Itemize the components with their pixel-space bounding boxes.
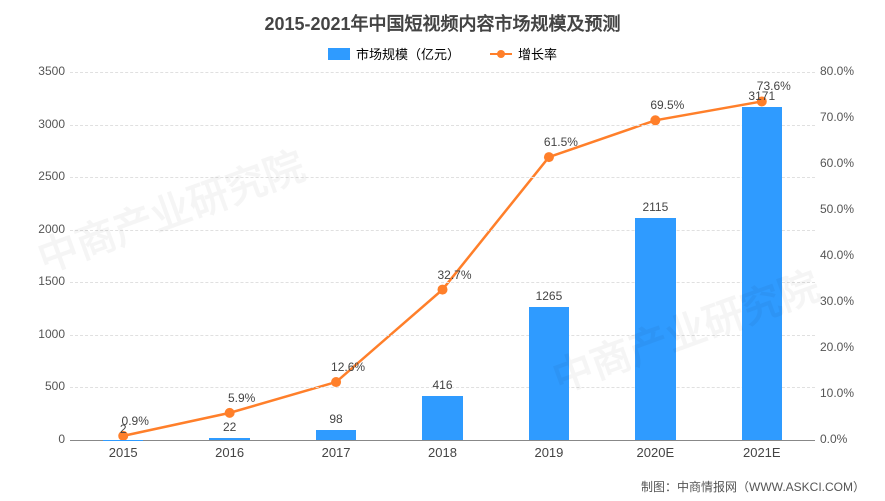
y-left-tick: 2000 [25,222,65,236]
legend: 市场规模（亿元） 增长率 [0,44,885,63]
gridline [70,230,815,231]
bar [529,307,569,440]
x-tick-label: 2017 [322,445,351,460]
bar-value-label: 98 [329,412,342,426]
line-value-label: 61.5% [544,135,578,149]
legend-bar-label: 市场规模（亿元） [356,44,460,63]
x-tick-label: 2019 [534,445,563,460]
line-value-label: 0.9% [122,414,149,428]
line-value-label: 69.5% [650,98,684,112]
line-value-label: 73.6% [757,79,791,93]
line-value-label: 5.9% [228,391,255,405]
y-right-tick: 80.0% [820,64,870,78]
y-right-tick: 10.0% [820,386,870,400]
legend-item-bar: 市场规模（亿元） [328,44,460,63]
line-value-label: 32.7% [437,268,471,282]
y-left-tick: 3000 [25,117,65,131]
y-right-tick: 50.0% [820,202,870,216]
gridline [70,72,815,73]
chart-title: 2015-2021年中国短视频内容市场规模及预测 [0,0,885,36]
bar-value-label: 1265 [536,289,563,303]
y-left-tick: 500 [25,379,65,393]
bar-value-label: 2115 [642,200,668,214]
bar [635,218,675,440]
line-marker [331,377,341,387]
y-left-tick: 0 [25,432,65,446]
y-right-tick: 0.0% [820,432,870,446]
y-right-tick: 20.0% [820,340,870,354]
y-right-tick: 70.0% [820,110,870,124]
legend-line-label: 增长率 [518,44,557,63]
bar [209,438,249,440]
y-left-tick: 2500 [25,169,65,183]
plot-area: 05001000150020002500300035000.0%10.0%20.… [70,72,815,441]
line-marker [438,285,448,295]
y-right-tick: 40.0% [820,248,870,262]
gridline [70,177,815,178]
y-left-tick: 1000 [25,327,65,341]
bar [316,430,356,440]
y-left-tick: 3500 [25,64,65,78]
y-right-tick: 30.0% [820,294,870,308]
line-marker [544,152,554,162]
bar [422,396,462,440]
legend-item-line: 增长率 [490,44,557,63]
legend-swatch-line [490,53,512,55]
x-tick-label: 2016 [215,445,244,460]
bar-value-label: 22 [223,420,236,434]
line-marker [225,408,235,418]
gridline [70,125,815,126]
x-tick-label: 2015 [109,445,138,460]
y-left-tick: 1500 [25,274,65,288]
chart-container: 2015-2021年中国短视频内容市场规模及预测 市场规模（亿元） 增长率 05… [0,0,885,501]
chart-credit: 制图：中商情报网（WWW.ASKCI.COM） [641,478,865,495]
bar [742,107,782,440]
x-tick-label: 2020E [637,445,675,460]
y-right-tick: 60.0% [820,156,870,170]
x-tick-label: 2018 [428,445,457,460]
gridline [70,282,815,283]
x-tick-label: 2021E [743,445,781,460]
gridline [70,335,815,336]
bar-value-label: 416 [432,378,452,392]
legend-swatch-bar [328,48,350,60]
line-value-label: 12.6% [331,360,365,374]
